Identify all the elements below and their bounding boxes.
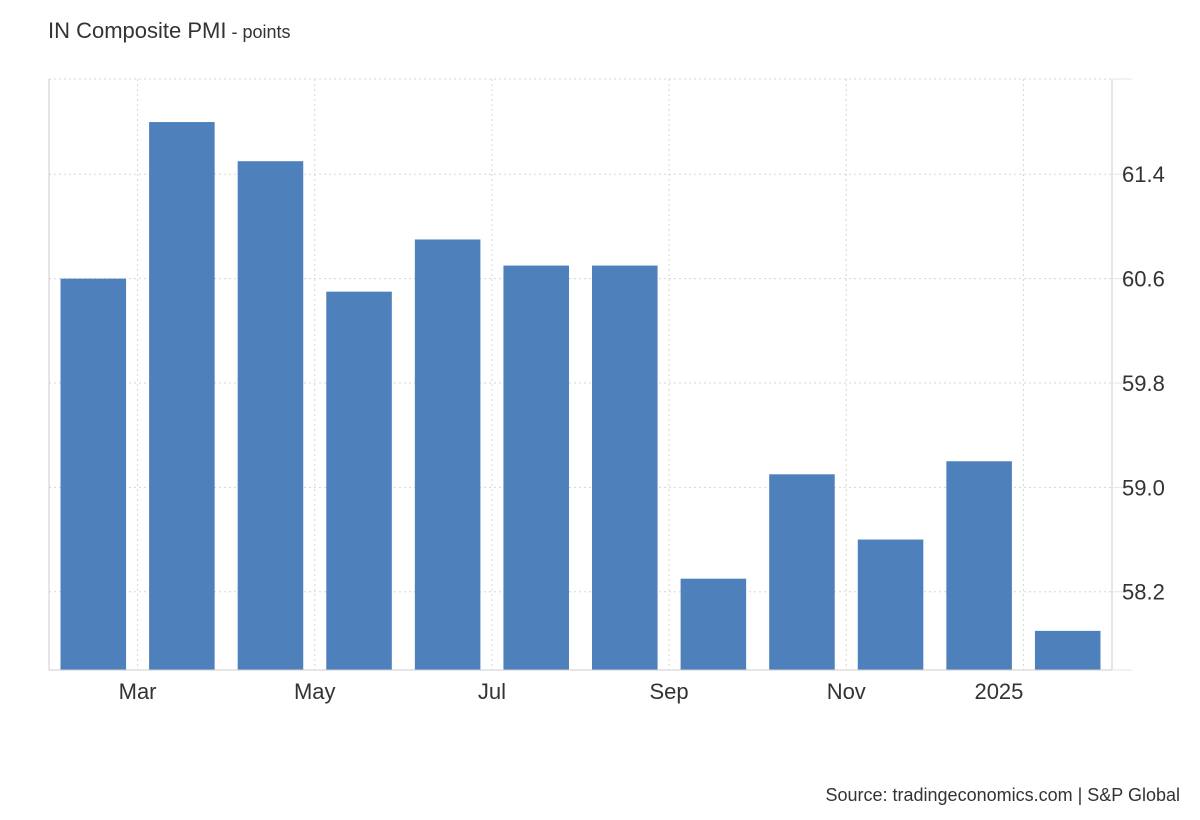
bar-2025-01 <box>1034 630 1101 670</box>
bar-2024-12 <box>946 461 1012 670</box>
bar-2024-10 <box>769 474 835 670</box>
bar-2024-08 <box>592 265 658 670</box>
source-credit: Source: tradingeconomics.com | S&P Globa… <box>825 785 1180 805</box>
bars <box>60 122 1101 670</box>
axes <box>48 78 1132 671</box>
bar-2024-03 <box>149 122 215 670</box>
y-tick-label: 60.6 <box>1122 267 1165 292</box>
bar-2024-05 <box>326 291 392 670</box>
bar-2024-11 <box>857 539 924 670</box>
x-tick-label: Nov <box>827 679 866 704</box>
x-tick-label: 2025 <box>974 679 1023 704</box>
x-tick-label: Jul <box>478 679 506 704</box>
x-tick-label: May <box>294 679 336 704</box>
y-tick-label: 59.0 <box>1122 475 1165 500</box>
y-tick-label: 58.2 <box>1122 580 1165 605</box>
bar-2024-04 <box>237 161 304 670</box>
x-tick-label: Sep <box>650 679 689 704</box>
chart-title-text: IN Composite PMI <box>48 18 227 43</box>
bar-2024-07 <box>503 265 569 670</box>
y-tick-label: 59.8 <box>1122 371 1165 396</box>
y-tick-label: 61.4 <box>1122 162 1165 187</box>
bar-2024-06 <box>414 239 481 670</box>
bar-2024-09 <box>680 578 747 670</box>
tick-labels: 58.2 59.0 59.8 60.6 61.4 Mar May Jul Sep Nov 2025 <box>119 162 1165 704</box>
bar-2024-02 <box>60 278 127 670</box>
chart-unit: - points <box>226 22 291 42</box>
x-tick-label: Mar <box>119 679 157 704</box>
chart-title: IN Composite PMI - points <box>48 18 291 44</box>
grid-lines <box>49 78 1112 670</box>
